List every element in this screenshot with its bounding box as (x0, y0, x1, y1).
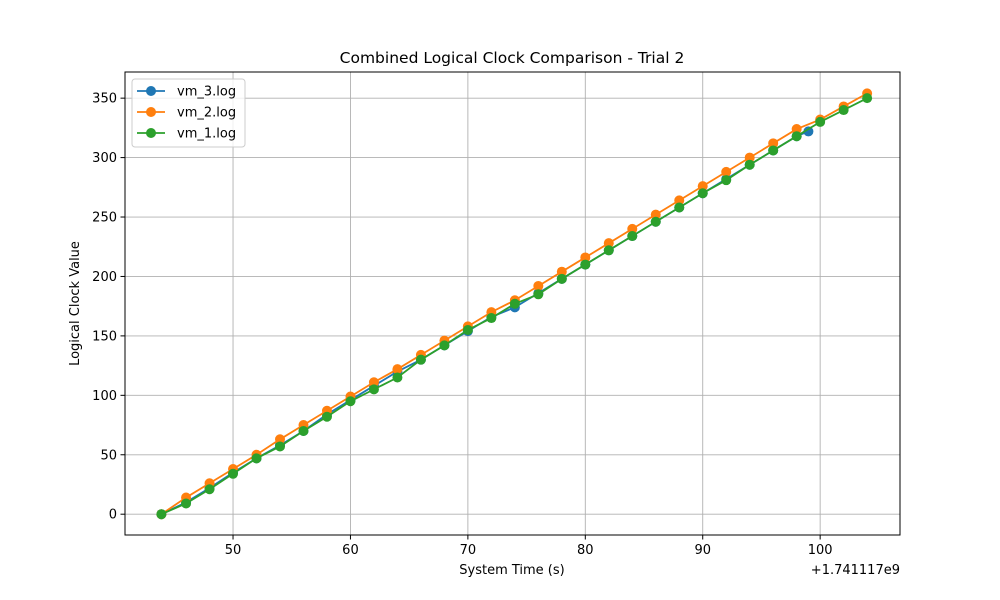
plot-frame (124, 71, 901, 536)
x-tick-label: 70 (460, 543, 477, 558)
x-tick-label: 80 (577, 543, 594, 558)
data-point (345, 396, 356, 407)
data-point (721, 166, 732, 177)
data-point (862, 93, 873, 104)
legend-label: vm_2.log (177, 106, 236, 121)
legend-item: vm_2.log (137, 106, 236, 121)
x-tick-label: 90 (694, 543, 711, 558)
data-point (768, 138, 779, 149)
data-point (204, 484, 215, 495)
x-axis-offset-label: +1.741117e9 (811, 563, 900, 578)
legend-marker (146, 86, 156, 96)
data-point (697, 188, 708, 199)
data-point (368, 377, 379, 388)
data-point (275, 434, 285, 445)
data-point (721, 175, 732, 186)
data-point (838, 105, 849, 116)
data-point (228, 468, 239, 479)
series-layer (156, 88, 873, 520)
legend-marker (146, 128, 156, 138)
data-point (791, 124, 802, 135)
data-point (298, 425, 309, 436)
data-point (556, 273, 567, 284)
y-tick-label: 100 (92, 389, 117, 404)
legend-marker (146, 107, 156, 117)
y-tick-label: 350 (92, 92, 117, 107)
data-point (768, 145, 779, 156)
data-point (791, 131, 802, 142)
data-point (392, 372, 403, 383)
data-point (603, 238, 614, 249)
data-point (533, 280, 544, 291)
y-tick-label: 150 (92, 329, 117, 344)
data-point (580, 252, 591, 263)
x-axis-label: System Time (s) (459, 563, 564, 578)
data-point (415, 354, 426, 365)
data-point (744, 159, 755, 170)
y-tick-label: 250 (92, 211, 117, 226)
legend-box (131, 78, 246, 148)
data-point (156, 509, 167, 520)
data-point (815, 116, 826, 127)
legend-item: vm_1.log (137, 127, 236, 142)
data-point (674, 202, 685, 213)
axis-ticks: 50 60 70 80 90 100 0 50 100 150 200 250 300 350 (92, 92, 832, 558)
data-point (439, 340, 450, 351)
data-point (744, 152, 755, 163)
y-tick-label: 200 (92, 270, 117, 285)
series-vm-1-log (156, 93, 873, 520)
data-point (556, 266, 567, 277)
x-tick-label: 100 (808, 543, 833, 558)
data-point (627, 223, 638, 234)
data-point (462, 324, 473, 335)
data-point (486, 313, 497, 324)
data-point (674, 195, 685, 206)
legend: vm_3.log vm_2.log vm_1.log (131, 78, 246, 148)
data-point (603, 245, 614, 256)
data-point (533, 289, 544, 300)
data-point (275, 441, 285, 452)
x-tick-label: 50 (225, 543, 242, 558)
data-point (251, 453, 262, 464)
data-point (650, 216, 661, 227)
y-axis-label: Logical Clock Value (68, 241, 83, 366)
data-point (803, 126, 814, 137)
y-tick-label: 300 (92, 151, 117, 166)
data-point (650, 209, 661, 220)
data-point (697, 181, 708, 192)
chart-title: Combined Logical Clock Comparison - Tria… (340, 49, 685, 67)
x-tick-label: 60 (342, 543, 359, 558)
data-point (181, 498, 192, 509)
data-point (627, 231, 638, 242)
y-tick-label: 50 (100, 448, 117, 463)
data-point (509, 298, 520, 309)
data-point (321, 411, 332, 422)
y-tick-label: 0 (109, 508, 117, 523)
legend-label: vm_3.log (177, 85, 236, 100)
data-point (580, 259, 591, 270)
legend-label: vm_1.log (177, 127, 236, 142)
legend-item: vm_3.log (137, 85, 236, 100)
data-point (368, 384, 379, 395)
data-point (392, 364, 403, 375)
